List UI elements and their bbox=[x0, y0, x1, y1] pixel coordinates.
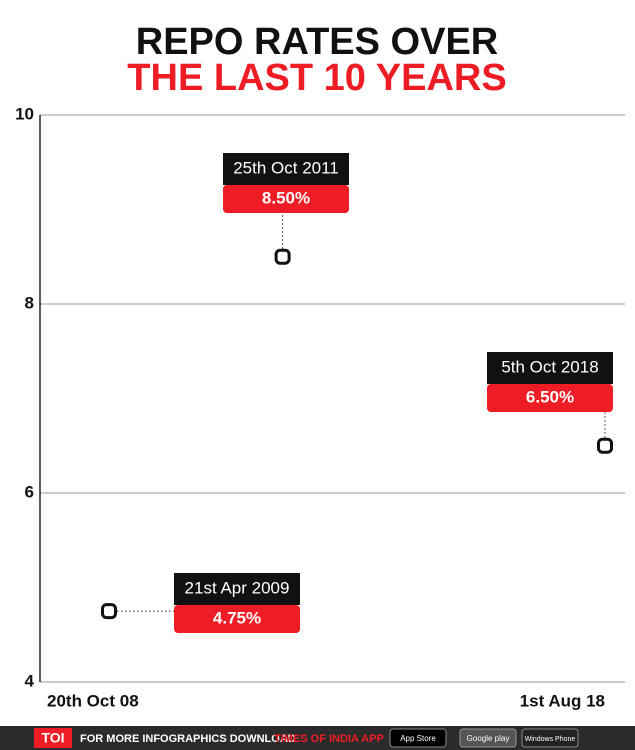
point-marker bbox=[274, 248, 291, 265]
annotation-date: 5th Oct 2018 bbox=[501, 357, 598, 376]
badge-label: App Store bbox=[400, 734, 436, 743]
annotation-date-bg bbox=[223, 153, 349, 185]
annotation-value-bg bbox=[487, 384, 613, 412]
y-tick-label: 10 bbox=[15, 104, 34, 123]
footer-brand: TOI bbox=[41, 730, 64, 746]
chart-title: REPO RATES OVER bbox=[136, 21, 498, 63]
annotation-date: 21st Apr 2009 bbox=[185, 578, 290, 597]
google-play-badge[interactable] bbox=[459, 728, 517, 748]
annotation-value: 8.50% bbox=[262, 188, 310, 207]
annotation-value-bg bbox=[223, 185, 349, 213]
x-tick-label: 1st Aug 18 bbox=[520, 691, 605, 710]
windows-badge[interactable] bbox=[521, 728, 579, 748]
annotation-date: 25th Oct 2011 bbox=[233, 158, 339, 177]
annotation-value: 4.75% bbox=[213, 608, 261, 627]
badge-label: Windows Phone bbox=[525, 736, 576, 743]
badge-label: Google play bbox=[467, 734, 510, 743]
point-marker bbox=[101, 603, 117, 620]
y-tick-label: 8 bbox=[25, 293, 34, 312]
x-tick-label: 20th Oct 08 bbox=[47, 691, 139, 710]
footer-text: FOR MORE INFOGRAPHICS DOWNLOAD bbox=[80, 733, 296, 745]
chart-subtitle: THE LAST 10 YEARS bbox=[127, 57, 506, 99]
annotation-value: 6.50% bbox=[526, 387, 574, 406]
annotation-date-bg bbox=[487, 352, 613, 384]
y-tick-label: 4 bbox=[25, 671, 35, 690]
point-marker bbox=[597, 437, 613, 454]
footer-app: TIMES OF INDIA APP bbox=[274, 733, 384, 745]
y-tick-label: 6 bbox=[25, 482, 34, 501]
app-store-badge[interactable] bbox=[389, 728, 447, 748]
annotation-date-bg bbox=[174, 573, 300, 605]
annotation-value-bg bbox=[174, 605, 300, 633]
footer-logo-bg bbox=[34, 728, 72, 748]
